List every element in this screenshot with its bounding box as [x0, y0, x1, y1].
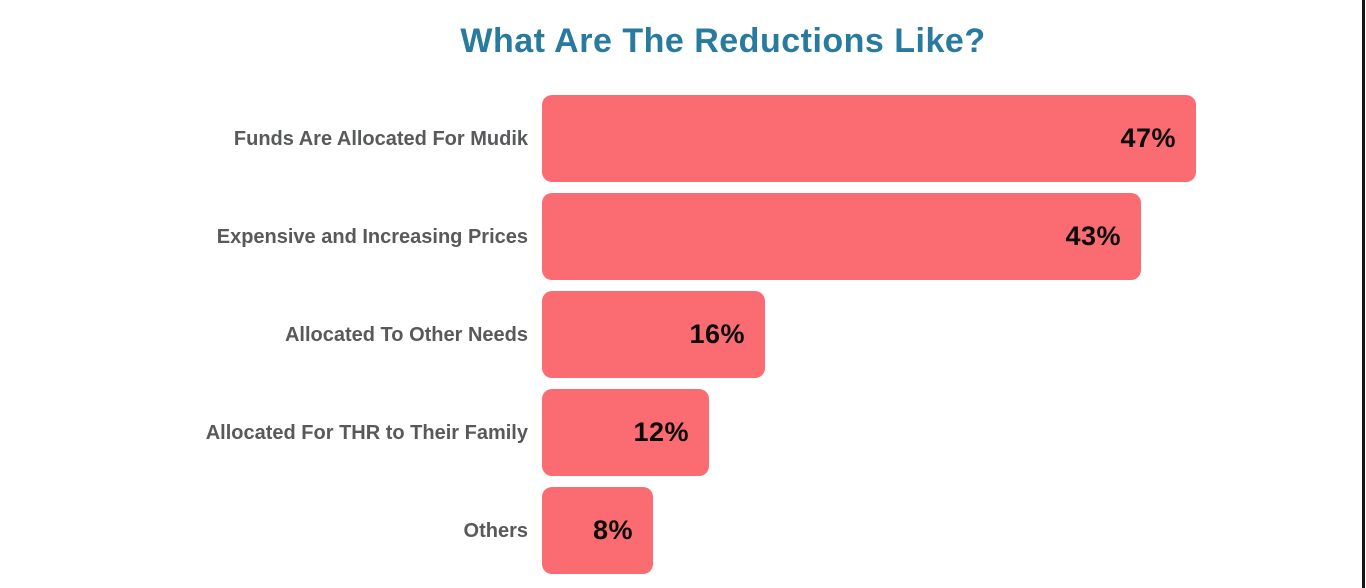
bar-value-label: 12%: [633, 417, 689, 447]
bar-value-label: 43%: [1065, 221, 1121, 251]
bar-value-label: 47%: [1120, 123, 1176, 153]
category-label: Others: [463, 519, 528, 542]
category-label: Allocated To Other Needs: [284, 323, 528, 346]
bar-value-label: 8%: [592, 515, 633, 545]
category-label: Expensive and Increasing Prices: [216, 225, 528, 248]
chart-row: Expensive and Increasing Prices 43%: [0, 193, 1366, 280]
bar-segment: 43%: [542, 193, 1141, 280]
bar-segment: 12%: [542, 389, 709, 476]
bar-segment: 47%: [542, 95, 1196, 182]
bar-chart: Funds Are Allocated For Mudik 47% Expensiv…: [0, 95, 1366, 585]
category-label: Allocated For THR to Their Family: [205, 421, 528, 444]
bar-segment: 8%: [542, 487, 653, 574]
chart-row: Others 8%: [0, 487, 1366, 574]
chart-title: What Are The Reductions Like?: [460, 22, 986, 60]
chart-row: Allocated For THR to Their Family 12%: [0, 389, 1366, 476]
screenshot-right-border: [1362, 0, 1365, 588]
bar-segment: 16%: [542, 291, 765, 378]
chart-row: Funds Are Allocated For Mudik 47%: [0, 95, 1366, 182]
chart-row: Allocated To Other Needs 16%: [0, 291, 1366, 378]
category-label: Funds Are Allocated For Mudik: [233, 127, 528, 150]
bar-value-label: 16%: [689, 319, 745, 349]
